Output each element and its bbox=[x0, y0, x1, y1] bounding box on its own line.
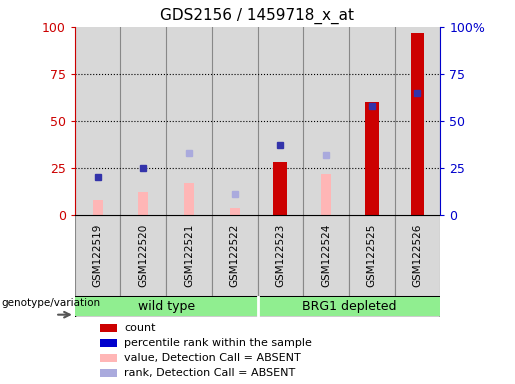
Bar bbox=[121, 215, 166, 296]
Bar bbox=[100, 324, 117, 332]
Bar bbox=[258, 27, 303, 215]
Bar bbox=[212, 27, 258, 215]
Title: GDS2156 / 1459718_x_at: GDS2156 / 1459718_x_at bbox=[161, 8, 354, 24]
Bar bbox=[100, 339, 117, 347]
Bar bbox=[365, 102, 379, 215]
Bar bbox=[75, 27, 121, 215]
Bar bbox=[303, 215, 349, 296]
Text: GSM122519: GSM122519 bbox=[93, 223, 102, 287]
Bar bbox=[258, 297, 440, 316]
Text: rank, Detection Call = ABSENT: rank, Detection Call = ABSENT bbox=[124, 368, 296, 378]
Text: percentile rank within the sample: percentile rank within the sample bbox=[124, 338, 312, 348]
Text: BRG1 depleted: BRG1 depleted bbox=[302, 300, 396, 313]
Text: GSM122523: GSM122523 bbox=[276, 223, 285, 287]
Bar bbox=[138, 192, 148, 215]
Text: GSM122525: GSM122525 bbox=[367, 223, 377, 287]
Bar bbox=[410, 33, 424, 215]
Bar bbox=[75, 297, 258, 316]
Bar bbox=[273, 162, 287, 215]
Text: value, Detection Call = ABSENT: value, Detection Call = ABSENT bbox=[124, 353, 301, 363]
Bar bbox=[166, 27, 212, 215]
Text: GSM122521: GSM122521 bbox=[184, 223, 194, 287]
Bar bbox=[394, 215, 440, 296]
Bar bbox=[121, 27, 166, 215]
Text: GSM122520: GSM122520 bbox=[138, 224, 148, 287]
Text: GSM122522: GSM122522 bbox=[230, 223, 239, 287]
Bar bbox=[166, 215, 212, 296]
Text: GSM122524: GSM122524 bbox=[321, 223, 331, 287]
Text: GSM122526: GSM122526 bbox=[413, 223, 422, 287]
Bar bbox=[100, 354, 117, 362]
Bar bbox=[75, 215, 121, 296]
Bar bbox=[100, 369, 117, 377]
Bar bbox=[258, 215, 303, 296]
Bar bbox=[303, 27, 349, 215]
Bar bbox=[276, 164, 285, 215]
Bar bbox=[230, 207, 239, 215]
Text: wild type: wild type bbox=[138, 300, 195, 313]
Bar bbox=[394, 27, 440, 215]
Bar bbox=[349, 27, 394, 215]
Bar bbox=[321, 174, 331, 215]
Bar bbox=[212, 215, 258, 296]
Bar bbox=[93, 200, 102, 215]
Text: count: count bbox=[124, 323, 156, 333]
Bar bbox=[184, 183, 194, 215]
Text: genotype/variation: genotype/variation bbox=[2, 298, 101, 308]
Bar bbox=[349, 215, 394, 296]
